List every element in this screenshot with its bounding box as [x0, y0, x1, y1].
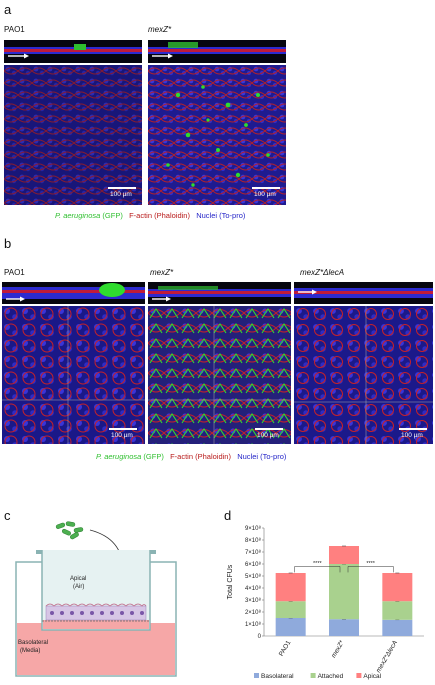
legend-swatch-attached [310, 673, 316, 678]
bar-apical [382, 573, 413, 602]
y-tick-label: 3×10⁸ [245, 597, 262, 604]
scale-bar [399, 428, 427, 430]
legend-nuclei: Nuclei (To-pro) [237, 452, 287, 461]
y-tick-label: 4×10⁸ [245, 585, 262, 592]
basolateral-label-2: (Media) [20, 648, 40, 654]
panel-b-mexz-lecA-orthoview [294, 282, 433, 304]
bar-apical [329, 546, 359, 564]
legend-label-basolateral: Basolateral [261, 673, 294, 680]
x-tick-label: mexZ* [330, 639, 346, 659]
stacked-bar-chart: 0 1×10⁸ 2×10⁸ 3×10⁸ 4×10⁸ 5×10⁸ 6×10⁸ 7×10⁸ 8×10… [227, 525, 424, 680]
significance-label: **** [366, 561, 375, 567]
panel-b-legend: P. aeruginosa (GFP) F-actin (Phaloidin) … [96, 452, 286, 461]
panel-b-title-mexz-lecA: mexZ*ΔlecA [300, 268, 345, 277]
panel-b-mexz-lecA-image: 100 µm [294, 306, 433, 444]
panel-b-pao1-image: 100 µm [2, 306, 145, 444]
scale-bar [252, 187, 280, 189]
y-axis-label: Total CFUs [227, 564, 234, 599]
y-tick-label: 0 [258, 634, 262, 640]
panel-b-title-pao1: PAO1 [4, 268, 25, 277]
scale-bar [109, 428, 137, 430]
panel-a-label: a [4, 2, 12, 17]
significance-bracket [347, 566, 394, 573]
bar-attached [275, 601, 306, 618]
bar-apical [275, 573, 306, 602]
bacteria-icon [55, 521, 84, 540]
x-tick-label: PAO1 [278, 639, 293, 657]
scale-label: 100 µm [401, 432, 423, 439]
panel-b-mexz-orthoview [148, 282, 291, 304]
panel-d-label: d [224, 508, 232, 523]
y-tick-label: 7×10⁸ [245, 549, 262, 556]
scale-label: 100 µm [257, 432, 279, 439]
legend-gfp-suffix: (GFP) [100, 211, 123, 220]
panel-b-label: b [4, 236, 12, 251]
y-tick-label: 9×10⁸ [245, 525, 262, 532]
bar-attached [382, 601, 413, 620]
scale-label: 100 µm [111, 432, 133, 439]
apical-label-2: (Air) [73, 584, 84, 590]
significance-bracket [294, 566, 341, 573]
legend-label-apical: Apical [363, 673, 381, 680]
transwell-diagram: Apical (Air) Basolateral (Media) [10, 520, 210, 680]
legend-swatch-apical [356, 673, 362, 678]
bar-basolateral [329, 619, 359, 636]
scale-bar [255, 428, 283, 430]
bar-basolateral [275, 618, 306, 636]
legend-actin: F-actin (Phaloidin) [170, 452, 231, 461]
apical-label-1: Apical [70, 576, 86, 582]
panel-b-pao1-orthoview [2, 282, 145, 304]
legend-gfp: P. aeruginosa [96, 452, 142, 461]
panel-a-mexz-orthoview [148, 40, 286, 63]
x-tick-label: mexZ*ΔlecA [375, 640, 399, 675]
y-tick-label: 2×10⁸ [245, 609, 262, 616]
panel-b-title-mexz: mexZ* [150, 268, 174, 277]
panel-b-mexz-image: 100 µm [148, 306, 291, 444]
scale-bar [108, 187, 136, 189]
legend-gfp: P. aeruginosa [55, 211, 101, 220]
legend-actin: F-actin (Phaloidin) [129, 211, 190, 220]
significance-label: **** [313, 561, 322, 567]
y-tick-label: 6×10⁸ [245, 561, 262, 568]
y-tick-label: 1×10⁸ [245, 621, 262, 628]
y-tick-label: 8×10⁸ [245, 537, 262, 544]
legend-gfp-suffix: (GFP) [141, 452, 164, 461]
legend-nuclei: Nuclei (To-pro) [196, 211, 246, 220]
legend-swatch-basolateral [254, 673, 259, 678]
basolateral-label-1: Basolateral [18, 640, 48, 646]
panel-c-label: c [4, 508, 11, 523]
bar-attached [329, 564, 359, 620]
panel-a-pao1-image: 100 µm [4, 65, 142, 205]
legend-label-attached: Attached [318, 673, 344, 680]
epithelial-cells [45, 603, 147, 621]
panel-a-mexz-image: 100 µm [148, 65, 286, 205]
y-tick-label: 5×10⁸ [245, 573, 262, 580]
panel-a-title-pao1: PAO1 [4, 25, 25, 34]
panel-a-pao1-orthoview [4, 40, 142, 63]
panel-a-title-mexz: mexZ* [148, 25, 172, 34]
scale-label: 100 µm [110, 191, 132, 198]
bar-basolateral [382, 619, 413, 636]
panel-a-legend: P. aeruginosa (GFP) F-actin (Phaloidin) … [55, 211, 245, 220]
scale-label: 100 µm [254, 191, 276, 198]
